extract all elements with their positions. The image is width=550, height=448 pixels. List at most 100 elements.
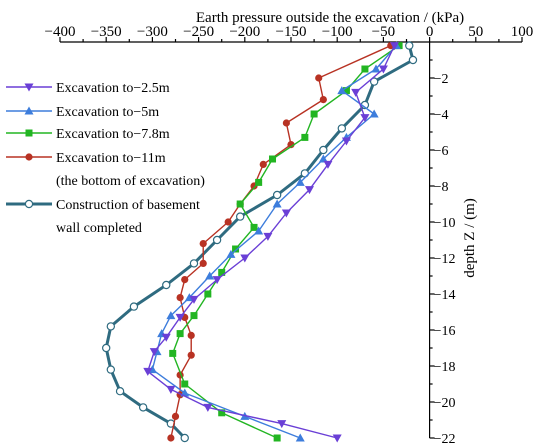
x-axis-title: Earth pressure outside the excavation / … <box>196 10 464 26</box>
series-group <box>167 42 395 442</box>
data-point <box>181 380 189 388</box>
data-point <box>378 65 388 74</box>
y-axis: −2 −4 −6 −8 −10 −12 −14 −16 −18 −20 −22 <box>429 42 456 447</box>
data-point <box>171 412 180 420</box>
y-tick-label: −20 <box>434 396 456 411</box>
series-group <box>101 41 418 443</box>
data-point <box>255 178 263 186</box>
data-point <box>351 88 361 97</box>
y-tick-label: −10 <box>434 216 456 231</box>
series-line <box>172 45 400 439</box>
x-tick-label: −50 <box>372 24 395 40</box>
data-point <box>360 114 370 123</box>
legend-swatch-marker <box>24 199 34 209</box>
legend-label: Excavation to−7.8m <box>56 127 170 142</box>
x-tick-label: −150 <box>276 24 307 40</box>
x-tick-label: −250 <box>183 24 214 40</box>
data-point <box>369 77 379 86</box>
y-tick-label: −4 <box>434 108 449 123</box>
y-tick-label: −22 <box>434 432 456 447</box>
data-point <box>295 177 305 186</box>
series-layer <box>101 41 418 443</box>
data-point <box>129 302 139 311</box>
data-point <box>101 343 111 353</box>
data-point <box>342 87 350 95</box>
data-point <box>199 240 207 248</box>
data-point <box>176 294 184 302</box>
data-point <box>263 232 273 241</box>
y-tick-label: −6 <box>434 144 449 159</box>
legend-swatch-marker <box>25 153 33 161</box>
data-point <box>218 409 226 417</box>
data-point <box>138 403 148 412</box>
series-group <box>169 42 403 442</box>
data-point <box>315 74 323 82</box>
data-point <box>212 235 222 245</box>
y-tick-label: −8 <box>434 180 449 195</box>
x-tick-label: 100 <box>511 24 534 40</box>
legend-swatch-marker <box>25 129 33 137</box>
data-point <box>273 434 281 442</box>
data-point <box>361 65 369 73</box>
data-point <box>395 42 403 50</box>
data-point <box>301 133 309 141</box>
data-point <box>224 218 232 226</box>
legend-item: Excavation to−11m (the bottom of excavati… <box>6 151 205 189</box>
data-point <box>337 124 347 133</box>
data-point <box>236 200 244 208</box>
data-point <box>106 365 116 374</box>
data-point <box>369 109 379 118</box>
data-point <box>176 330 184 338</box>
data-point <box>235 212 245 221</box>
data-point <box>282 119 290 127</box>
data-point <box>287 141 295 149</box>
data-point <box>162 280 171 290</box>
legend-item: Construction of basement wall completed <box>6 198 200 236</box>
legend-label: Excavation to−2.5m <box>56 81 170 96</box>
x-tick-label: −100 <box>322 24 353 40</box>
data-point <box>408 55 418 65</box>
y-axis-title: depth Z / (m) <box>462 198 478 278</box>
legend: Excavation to−2.5m Excavation to−5m Excava… <box>6 81 205 236</box>
series-line <box>147 45 396 439</box>
data-point <box>212 276 222 285</box>
data-point <box>189 295 199 304</box>
data-point <box>232 245 240 253</box>
data-point <box>199 259 207 267</box>
data-point <box>277 420 287 429</box>
data-point <box>259 160 267 168</box>
y-tick-label: −12 <box>434 252 456 267</box>
legend-item: Excavation to−2.5m <box>6 81 170 96</box>
y-tick-label: −2 <box>434 72 449 87</box>
data-point <box>203 403 213 412</box>
data-point <box>143 367 153 376</box>
data-point <box>187 351 195 359</box>
x-tick-label: 50 <box>468 24 483 40</box>
y-tick-label: −14 <box>434 288 456 303</box>
x-tick-label: −400 <box>45 24 76 40</box>
legend-label: Construction of basement <box>56 198 200 213</box>
x-tick-label: −300 <box>137 24 168 40</box>
legend-item: Excavation to−7.8m <box>6 127 170 142</box>
data-point <box>166 385 176 394</box>
x-axis: −400 −350 −300 −250 −200 −150 −100 −50 0 50 100 <box>45 24 534 43</box>
data-point <box>204 290 212 298</box>
data-point <box>161 333 171 342</box>
series-line <box>170 44 392 439</box>
data-point <box>310 110 318 118</box>
data-point <box>389 42 399 51</box>
data-point <box>250 223 258 231</box>
data-point <box>205 271 215 280</box>
data-point <box>187 331 195 339</box>
x-tick-label: −200 <box>229 24 260 40</box>
legend-label: (the bottom of excavation) <box>56 174 205 189</box>
data-point <box>272 199 282 208</box>
data-point <box>254 226 264 235</box>
data-point <box>240 254 250 263</box>
data-point <box>319 145 328 155</box>
data-point <box>318 154 328 163</box>
data-point <box>175 313 185 322</box>
data-point <box>149 348 159 357</box>
legend-label: Excavation to−5m <box>56 105 159 120</box>
